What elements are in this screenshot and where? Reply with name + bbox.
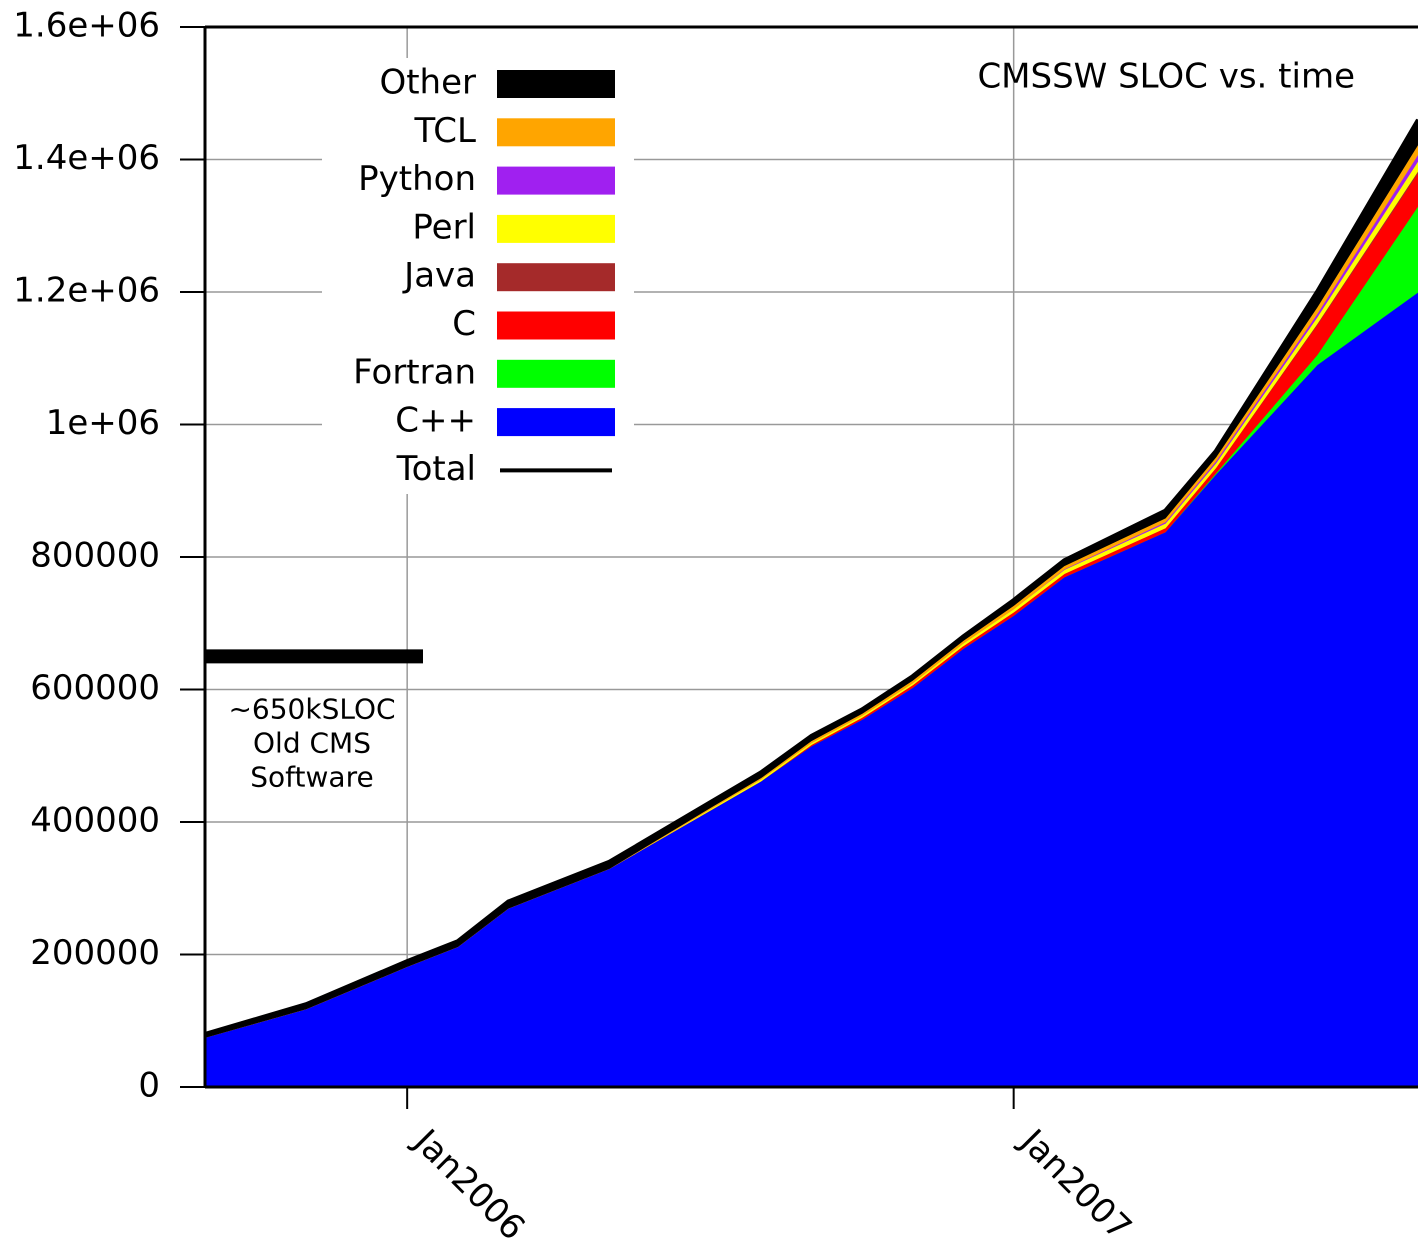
legend-label: TCL	[414, 111, 477, 151]
y-tick-label: 1.6e+06	[13, 6, 160, 46]
y-tick-label: 1e+06	[46, 403, 160, 443]
legend-swatch	[497, 118, 615, 147]
legend-label: C	[452, 304, 476, 344]
legend-swatch	[497, 70, 615, 98]
y-tick-label: 600000	[30, 668, 160, 708]
legend-label: Fortran	[353, 352, 476, 392]
annotation: Old CMS	[253, 726, 371, 759]
chart-title: CMSSW SLOC vs. time	[977, 57, 1355, 97]
y-tick-label: 800000	[30, 536, 160, 576]
total-line	[205, 118, 1418, 1036]
legend-swatch	[497, 408, 615, 437]
legend-label: C++	[395, 401, 476, 441]
annotation: Software	[250, 760, 373, 793]
legend-swatch	[497, 311, 615, 340]
y-tick-label: 0	[138, 1066, 160, 1106]
legend-swatch	[497, 214, 615, 243]
legend-swatch	[497, 263, 615, 292]
y-tick-label: 1.2e+06	[13, 271, 160, 311]
plot-area	[205, 118, 1418, 1087]
legend-label: Perl	[412, 207, 476, 247]
legend-swatch	[497, 166, 615, 195]
y-tick-label: 1.4e+06	[13, 138, 160, 178]
x-tick-label: Jan2007	[1011, 1120, 1139, 1239]
legend-swatch	[497, 359, 615, 388]
x-tick-label: Jan2006	[405, 1120, 533, 1239]
annotation: ~650kSLOC	[228, 692, 395, 725]
legend-label: Java	[402, 256, 476, 296]
y-tick-label: 200000	[30, 933, 160, 973]
legend-label: Python	[358, 159, 476, 199]
legend-label: Other	[379, 63, 476, 103]
legend-label: Total	[396, 449, 476, 489]
y-tick-label: 400000	[30, 801, 160, 841]
